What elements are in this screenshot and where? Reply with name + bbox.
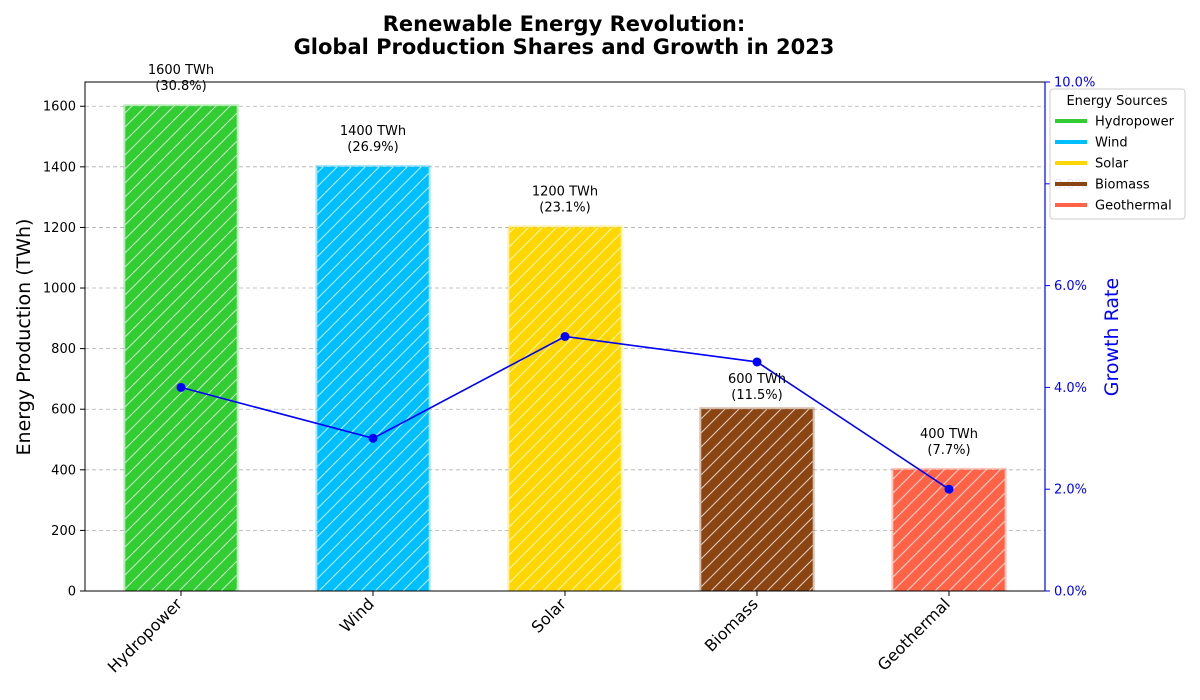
x-tick-label: Hydropower xyxy=(104,594,186,676)
legend-label: Hydropower xyxy=(1095,115,1175,130)
x-tick-label: Biomass xyxy=(701,594,762,655)
chart-title-line2: Global Production Shares and Growth in 2… xyxy=(294,35,835,59)
legend: Energy Sources Hydropower Wind Solar Biomas… xyxy=(1049,88,1186,220)
y2-axis-title: Growth Rate xyxy=(1101,278,1123,396)
bar-hatch xyxy=(509,227,621,591)
y-tick-label: 600 xyxy=(51,403,76,418)
y-tick-label: 1200 xyxy=(43,221,76,236)
y-tick-label: 0 xyxy=(68,585,76,600)
x-axis: Hydropower Wind Solar Biomass Geothermal xyxy=(104,591,954,677)
y2-tick-label: 6.0% xyxy=(1054,279,1087,294)
y-tick-label: 800 xyxy=(51,342,76,357)
y-axis-left: 0 200 400 600 800 1000 1200 1400 1600 xyxy=(43,100,85,600)
y-tick-label: 1600 xyxy=(43,100,76,115)
x-tick-label: Geothermal xyxy=(874,594,954,674)
bar-value-label: 600 TWh xyxy=(728,372,786,387)
y-axis-title: Energy Production (TWh) xyxy=(13,219,35,456)
bar-value-label: 1600 TWh xyxy=(148,63,214,78)
chart-title-line1: Renewable Energy Revolution: xyxy=(383,12,746,36)
y2-tick-label: 4.0% xyxy=(1054,381,1087,396)
growth-point xyxy=(176,382,186,392)
legend-title: Energy Sources xyxy=(1066,94,1167,109)
y2-tick-label: 2.0% xyxy=(1054,483,1087,498)
legend-label: Solar xyxy=(1095,157,1129,172)
bar-value-label: 1200 TWh xyxy=(532,184,598,199)
y2-tick-label: 0.0% xyxy=(1054,585,1087,600)
bars xyxy=(123,104,1007,592)
bar-share-label: (7.7%) xyxy=(927,443,970,458)
y2-tick-label: 10.0% xyxy=(1054,76,1095,91)
growth-point xyxy=(560,332,570,341)
growth-line-series xyxy=(176,332,954,494)
x-tick-label: Solar xyxy=(528,594,571,637)
legend-label: Wind xyxy=(1095,136,1128,151)
bar-share-label: (26.9%) xyxy=(347,140,398,155)
bar-hatch xyxy=(701,409,813,591)
bar-share-label: (30.8%) xyxy=(155,79,206,94)
data-labels: 1600 TWh(30.8%) 1400 TWh(26.9%) 1200 TWh(2… xyxy=(148,63,978,458)
bar-hatch xyxy=(317,166,429,592)
y-tick-label: 1400 xyxy=(43,160,76,175)
y-tick-label: 200 xyxy=(51,524,76,539)
growth-point xyxy=(944,484,954,494)
y-tick-label: 1000 xyxy=(43,282,76,297)
legend-label: Biomass xyxy=(1095,178,1150,193)
y-tick-label: 400 xyxy=(51,463,76,478)
growth-point xyxy=(368,433,378,443)
legend-label: Geothermal xyxy=(1095,199,1172,214)
x-tick-label: Wind xyxy=(336,594,378,636)
bar-share-label: (11.5%) xyxy=(731,388,782,403)
bar-share-label: (23.1%) xyxy=(539,200,590,215)
bar-hatch xyxy=(125,106,237,591)
bar-value-label: 1400 TWh xyxy=(340,124,406,139)
bar-value-label: 400 TWh xyxy=(920,427,978,442)
growth-point xyxy=(752,357,762,367)
